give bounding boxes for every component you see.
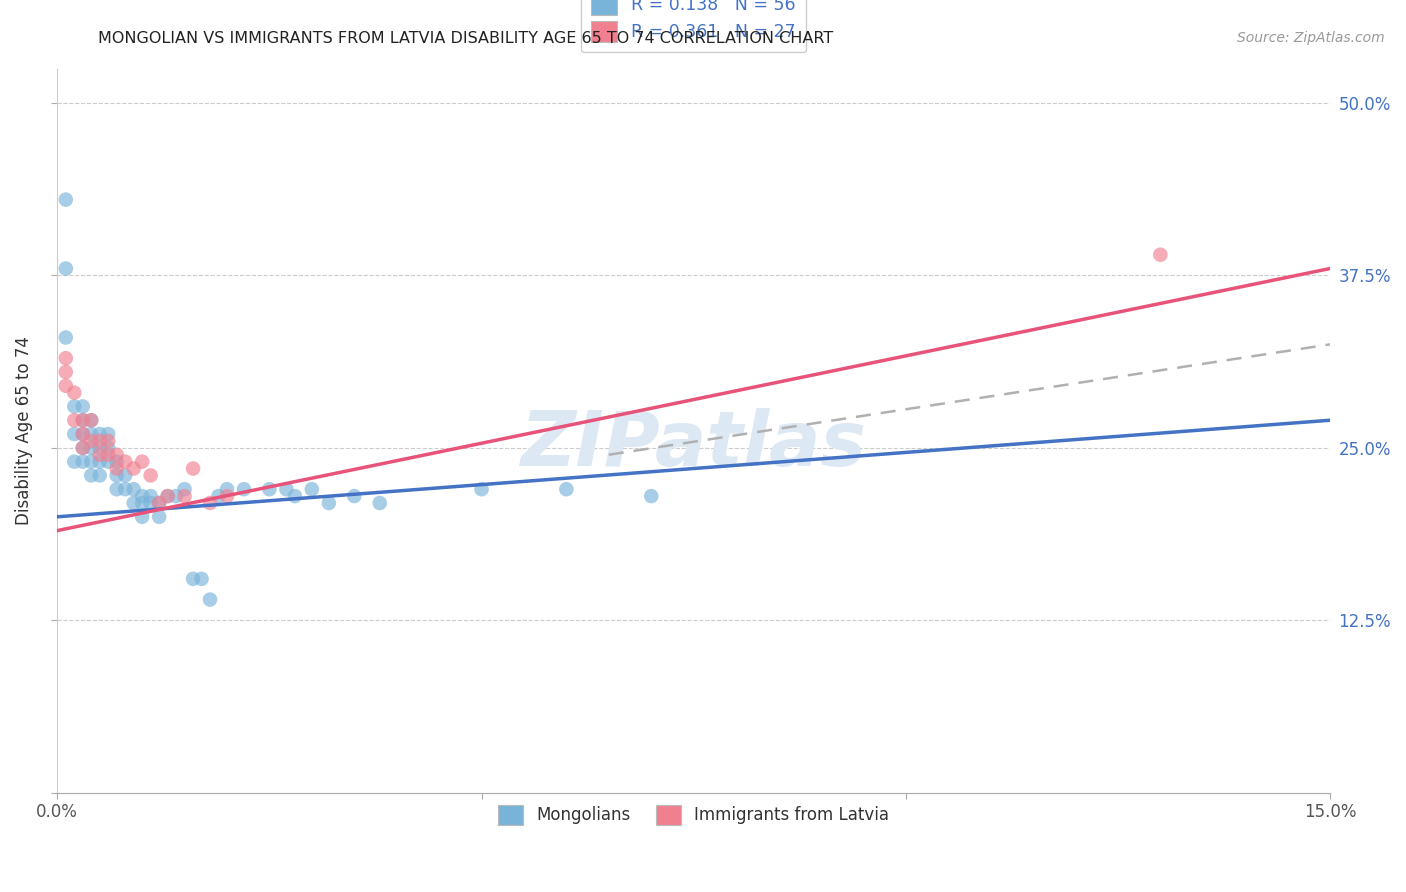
Point: [190, 572, 212, 586]
Point: [97, 448, 120, 462]
Point: [343, 489, 366, 503]
Point: [80, 413, 103, 427]
Point: [80, 455, 103, 469]
Point: [156, 489, 179, 503]
Point: [80, 441, 103, 455]
Point: [215, 482, 238, 496]
Point: [131, 455, 153, 469]
Point: [198, 496, 221, 510]
Point: [131, 489, 153, 503]
Point: [181, 572, 204, 586]
Point: [207, 489, 229, 503]
Point: [72, 441, 94, 455]
Point: [148, 509, 170, 524]
Point: [555, 482, 578, 496]
Point: [148, 496, 170, 510]
Point: [55, 261, 77, 276]
Point: [97, 455, 120, 469]
Point: [156, 489, 179, 503]
Point: [139, 496, 162, 510]
Point: [72, 427, 94, 442]
Point: [72, 441, 94, 455]
Point: [114, 482, 136, 496]
Point: [318, 496, 340, 510]
Point: [198, 592, 221, 607]
Point: [1149, 248, 1171, 262]
Text: Source: ZipAtlas.com: Source: ZipAtlas.com: [1237, 31, 1385, 45]
Point: [148, 496, 170, 510]
Point: [72, 427, 94, 442]
Y-axis label: Disability Age 65 to 74: Disability Age 65 to 74: [15, 336, 32, 525]
Point: [63, 400, 86, 414]
Point: [89, 441, 111, 455]
Point: [301, 482, 323, 496]
Point: [97, 434, 120, 448]
Point: [215, 489, 238, 503]
Point: [89, 448, 111, 462]
Point: [122, 461, 145, 475]
Point: [105, 482, 128, 496]
Point: [63, 385, 86, 400]
Point: [72, 413, 94, 427]
Point: [63, 413, 86, 427]
Point: [105, 448, 128, 462]
Point: [89, 468, 111, 483]
Point: [55, 330, 77, 344]
Point: [284, 489, 307, 503]
Point: [259, 482, 281, 496]
Point: [181, 461, 204, 475]
Text: ZIPatlas: ZIPatlas: [520, 408, 866, 482]
Point: [55, 378, 77, 392]
Point: [97, 427, 120, 442]
Point: [233, 482, 256, 496]
Point: [122, 482, 145, 496]
Point: [122, 496, 145, 510]
Point: [131, 509, 153, 524]
Point: [114, 455, 136, 469]
Point: [72, 413, 94, 427]
Point: [97, 441, 120, 455]
Point: [55, 365, 77, 379]
Point: [55, 351, 77, 366]
Point: [173, 482, 195, 496]
Point: [105, 461, 128, 475]
Point: [105, 455, 128, 469]
Point: [165, 489, 187, 503]
Point: [80, 434, 103, 448]
Point: [368, 496, 391, 510]
Point: [89, 434, 111, 448]
Point: [63, 455, 86, 469]
Point: [55, 193, 77, 207]
Point: [89, 455, 111, 469]
Point: [105, 468, 128, 483]
Point: [89, 427, 111, 442]
Point: [63, 427, 86, 442]
Text: MONGOLIAN VS IMMIGRANTS FROM LATVIA DISABILITY AGE 65 TO 74 CORRELATION CHART: MONGOLIAN VS IMMIGRANTS FROM LATVIA DISA…: [98, 31, 834, 46]
Point: [276, 482, 298, 496]
Point: [72, 400, 94, 414]
Point: [139, 489, 162, 503]
Point: [470, 482, 492, 496]
Point: [640, 489, 662, 503]
Legend: Mongolians, Immigrants from Latvia: Mongolians, Immigrants from Latvia: [488, 795, 898, 835]
Point: [139, 468, 162, 483]
Point: [173, 489, 195, 503]
Point: [80, 468, 103, 483]
Point: [114, 468, 136, 483]
Point: [80, 413, 103, 427]
Point: [80, 427, 103, 442]
Point: [131, 496, 153, 510]
Point: [72, 455, 94, 469]
